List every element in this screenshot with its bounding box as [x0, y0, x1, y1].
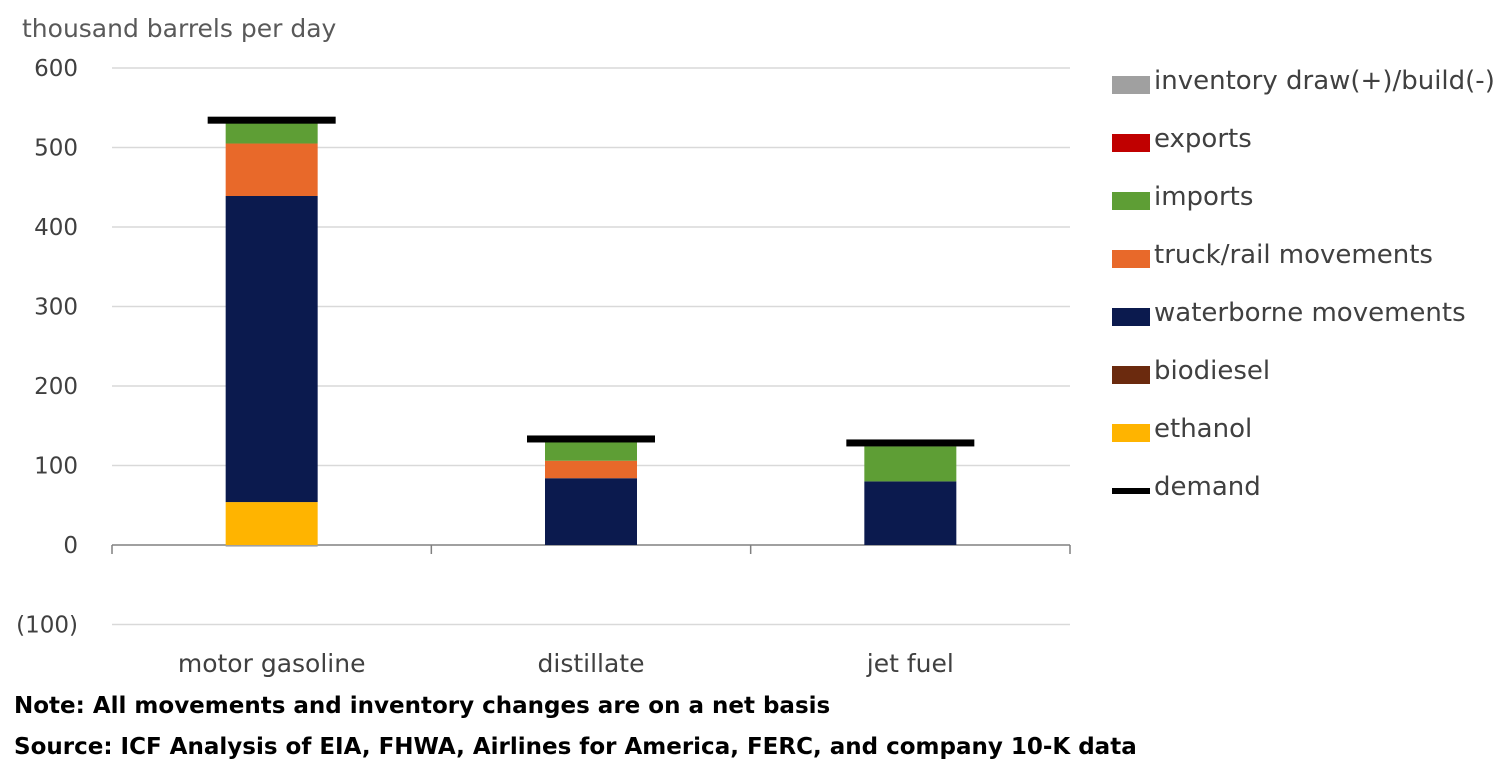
- demand-marker: [846, 439, 975, 447]
- x-category-label: jet fuel: [866, 649, 954, 678]
- bar-segment-truck-rail-movements: [545, 460, 637, 479]
- legend-swatch: [1112, 488, 1150, 494]
- legend-swatch: [1112, 424, 1150, 442]
- legend-label: biodiesel: [1154, 356, 1271, 386]
- bar-segment-imports: [545, 439, 637, 461]
- y-axis-title: thousand barrels per day: [22, 14, 337, 43]
- demand-marker: [207, 116, 336, 124]
- legend-swatch: [1112, 308, 1150, 326]
- bar-segment-truck-rail-movements: [225, 143, 318, 196]
- legend-label: waterborne movements: [1154, 298, 1466, 328]
- legend-swatch: [1112, 134, 1150, 152]
- legend-swatch: [1112, 192, 1150, 210]
- chart-source: Source: ICF Analysis of EIA, FHWA, Airli…: [14, 734, 1137, 760]
- demand-marker: [527, 435, 655, 443]
- x-category-label: motor gasoline: [178, 649, 366, 678]
- bar-segment-waterborne-movements: [225, 195, 318, 503]
- bar-segment-waterborne-movements: [545, 478, 637, 545]
- bar-segment-imports: [864, 446, 957, 482]
- bar-segment-waterborne-movements: [864, 481, 957, 545]
- chart-note: Note: All movements and inventory change…: [14, 693, 831, 719]
- legend-label: ethanol: [1154, 414, 1253, 444]
- y-tick-label: 100: [34, 454, 78, 480]
- y-tick-label: 0: [63, 533, 78, 559]
- x-category-label: distillate: [538, 649, 645, 678]
- legend-label: demand: [1154, 472, 1261, 502]
- legend-label: inventory draw(+)/build(-): [1154, 66, 1495, 96]
- y-tick-label: 600: [34, 56, 78, 82]
- y-tick-label: 200: [34, 374, 78, 400]
- legend-label: exports: [1154, 124, 1252, 154]
- bar-segment-ethanol: [225, 502, 318, 545]
- legend-swatch: [1112, 366, 1150, 384]
- y-tick-label: (100): [16, 613, 78, 639]
- bar-segment-inventory-draw-build-: [225, 545, 318, 547]
- bar-segment-imports: [225, 122, 318, 144]
- legend-label: truck/rail movements: [1154, 240, 1433, 270]
- y-tick-label: 300: [34, 295, 78, 321]
- legend-label: imports: [1154, 182, 1254, 212]
- y-tick-label: 500: [34, 136, 78, 162]
- legend-swatch: [1112, 76, 1150, 94]
- legend-swatch: [1112, 250, 1150, 268]
- y-tick-label: 400: [34, 215, 78, 241]
